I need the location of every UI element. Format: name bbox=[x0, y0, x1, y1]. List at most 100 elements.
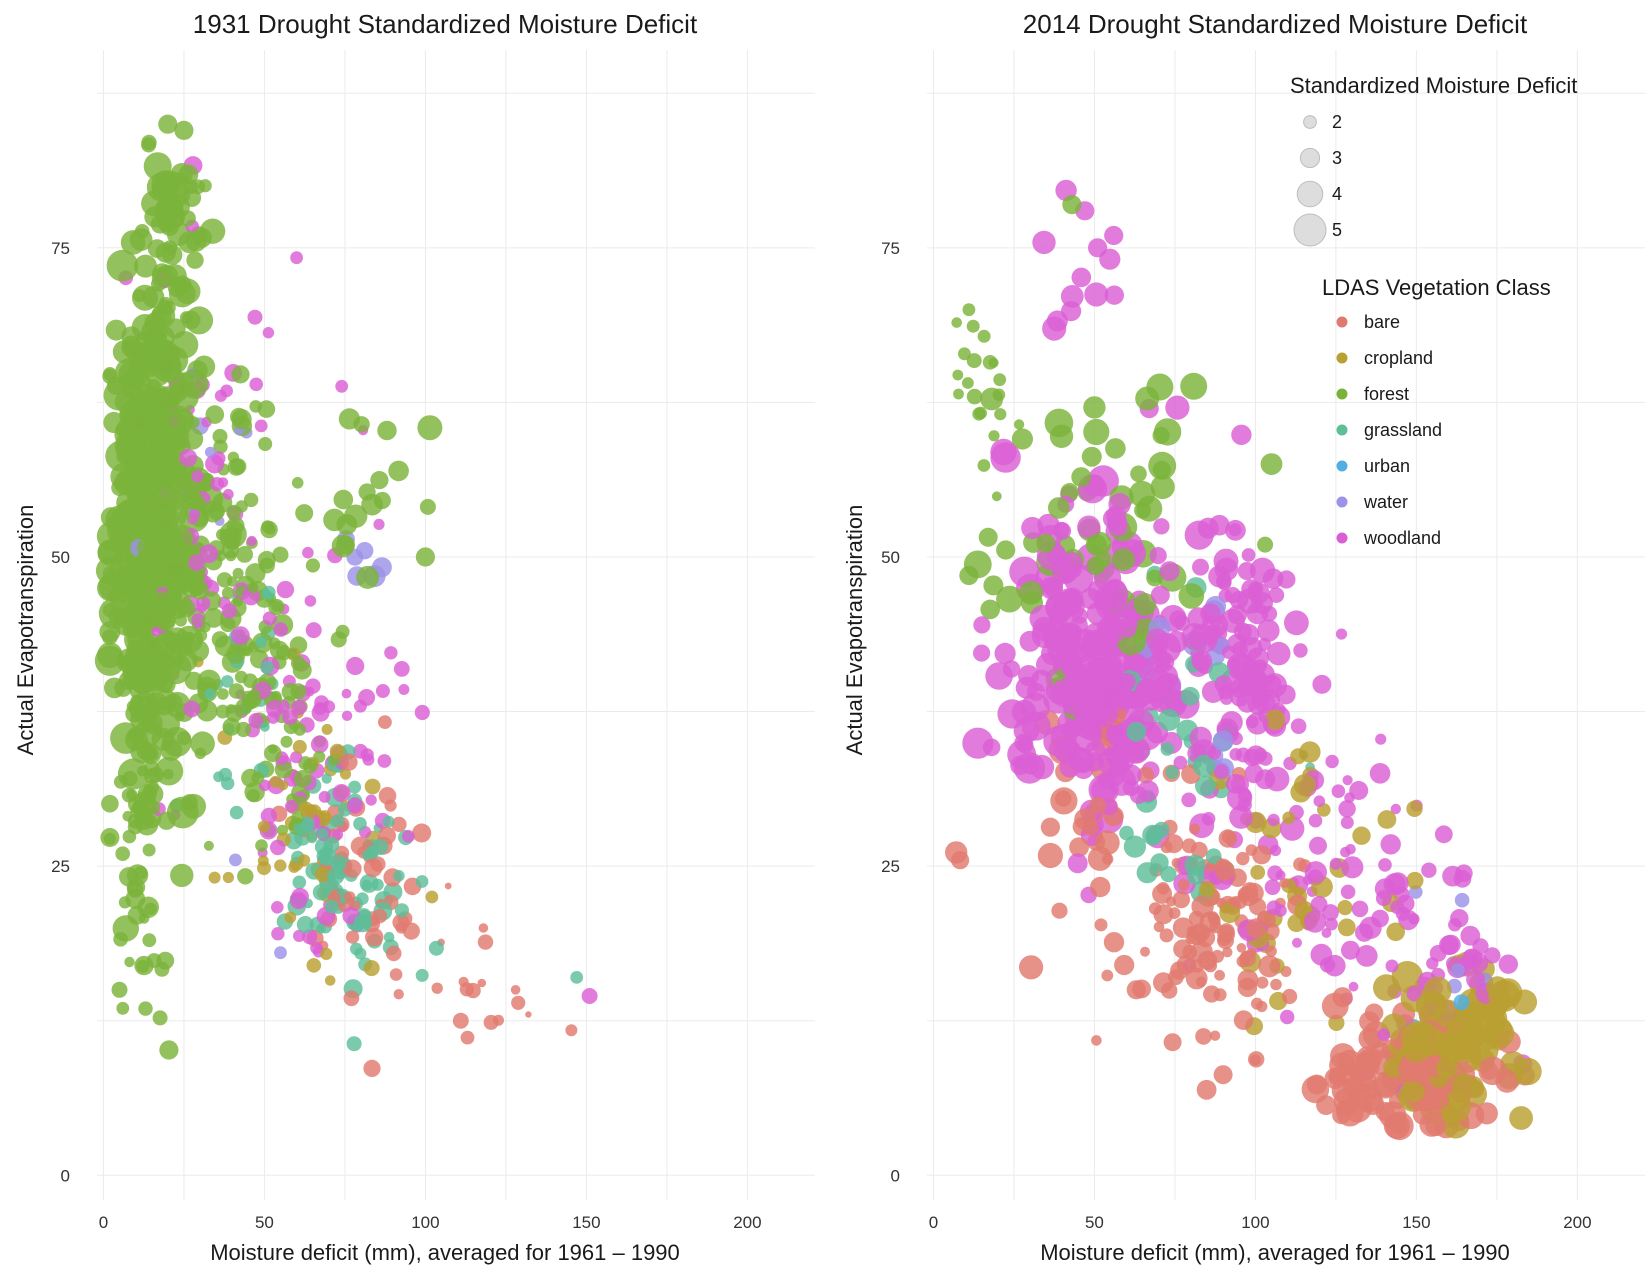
point-forest bbox=[144, 312, 166, 334]
point-woodland bbox=[994, 642, 1016, 665]
point-woodland bbox=[305, 622, 322, 639]
point-forest bbox=[992, 388, 1006, 402]
point-cropland bbox=[288, 861, 300, 873]
point-forest bbox=[966, 319, 980, 333]
point-woodland bbox=[1308, 813, 1323, 828]
point-forest bbox=[996, 540, 1016, 560]
point-forest bbox=[959, 565, 979, 586]
point-bare bbox=[1177, 878, 1190, 891]
point-forest bbox=[295, 504, 314, 523]
point-bare bbox=[1164, 834, 1184, 854]
point-forest bbox=[144, 779, 160, 795]
point-forest bbox=[227, 451, 240, 463]
point-woodland bbox=[1209, 514, 1230, 536]
point-forest bbox=[251, 771, 265, 785]
point-forest bbox=[128, 451, 161, 484]
point-forest bbox=[291, 811, 304, 825]
point-woodland bbox=[1355, 945, 1378, 967]
point-forest bbox=[174, 120, 194, 140]
point-bare bbox=[1478, 1056, 1507, 1086]
point-woodland bbox=[1071, 267, 1092, 288]
point-grassland bbox=[361, 879, 373, 891]
point-woodland bbox=[1321, 928, 1332, 938]
point-woodland bbox=[1280, 1009, 1295, 1025]
point-forest bbox=[988, 430, 1000, 442]
x-tick-label: 100 bbox=[1241, 1213, 1269, 1232]
point-bare bbox=[1233, 895, 1247, 909]
point-bare bbox=[1019, 955, 1044, 980]
point-forest bbox=[113, 775, 128, 789]
point-woodland bbox=[1188, 624, 1218, 654]
point-woodland bbox=[1257, 637, 1271, 651]
point-woodland bbox=[962, 727, 994, 759]
point-woodland bbox=[393, 661, 410, 677]
point-forest bbox=[185, 306, 214, 335]
point-grassland bbox=[262, 585, 276, 600]
panel-2014-points bbox=[945, 179, 1542, 1141]
point-grassland bbox=[393, 870, 405, 882]
point-woodland bbox=[1092, 680, 1121, 709]
point-bare bbox=[1196, 928, 1216, 948]
point-grassland bbox=[306, 832, 318, 844]
y-tick-label: 0 bbox=[61, 1166, 70, 1185]
point-grassland bbox=[353, 913, 372, 933]
point-forest bbox=[1130, 465, 1147, 483]
point-woodland bbox=[347, 797, 363, 814]
point-woodland bbox=[1108, 518, 1128, 537]
point-woodland bbox=[414, 704, 430, 721]
point-forest bbox=[98, 597, 131, 630]
point-forest bbox=[270, 690, 282, 703]
point-cropland bbox=[1406, 800, 1423, 817]
point-grassland bbox=[324, 899, 339, 914]
point-forest bbox=[156, 951, 175, 970]
point-woodland bbox=[1082, 622, 1112, 652]
point-woodland bbox=[1229, 805, 1253, 829]
point-forest bbox=[136, 959, 150, 973]
size-legend-key bbox=[1296, 180, 1324, 208]
point-forest bbox=[212, 428, 228, 444]
point-bare bbox=[1265, 945, 1277, 957]
point-woodland bbox=[1359, 916, 1382, 939]
point-forest bbox=[1133, 593, 1157, 616]
point-woodland bbox=[1231, 424, 1252, 445]
point-bare bbox=[1153, 921, 1165, 933]
point-bare bbox=[1427, 1088, 1449, 1110]
point-forest bbox=[163, 768, 174, 780]
point-forest bbox=[972, 407, 986, 421]
point-woodland bbox=[1150, 632, 1182, 664]
color-legend-key-forest bbox=[1336, 388, 1348, 400]
point-woodland bbox=[231, 626, 250, 645]
point-bare bbox=[1189, 823, 1200, 835]
point-urban bbox=[1453, 994, 1470, 1011]
point-woodland bbox=[1292, 937, 1302, 948]
point-woodland bbox=[151, 626, 162, 637]
point-cropland bbox=[1423, 976, 1452, 1005]
point-forest bbox=[290, 683, 307, 700]
point-bare bbox=[1256, 976, 1269, 989]
point-forest bbox=[146, 800, 161, 815]
point-grassland bbox=[1180, 686, 1200, 706]
point-woodland bbox=[1201, 812, 1216, 826]
point-woodland bbox=[1249, 557, 1276, 583]
point-cropland bbox=[1199, 880, 1216, 898]
point-bare bbox=[452, 1012, 469, 1029]
point-forest bbox=[167, 526, 194, 552]
point-woodland bbox=[270, 839, 286, 856]
point-forest bbox=[1257, 536, 1274, 553]
point-grassland bbox=[348, 780, 362, 794]
point-forest bbox=[373, 491, 391, 510]
point-cropland bbox=[364, 778, 381, 795]
point-forest bbox=[222, 717, 241, 736]
point-forest bbox=[305, 558, 320, 573]
point-woodland bbox=[311, 703, 330, 722]
point-cropland bbox=[1486, 1019, 1515, 1048]
point-woodland bbox=[1149, 547, 1167, 565]
point-cropland bbox=[363, 960, 380, 977]
point-woodland bbox=[266, 699, 284, 718]
point-forest bbox=[151, 351, 182, 383]
point-bare bbox=[1140, 946, 1150, 957]
point-woodland bbox=[1266, 641, 1291, 666]
point-forest bbox=[186, 251, 204, 269]
point-bare bbox=[384, 799, 397, 812]
point-woodland bbox=[375, 684, 390, 698]
